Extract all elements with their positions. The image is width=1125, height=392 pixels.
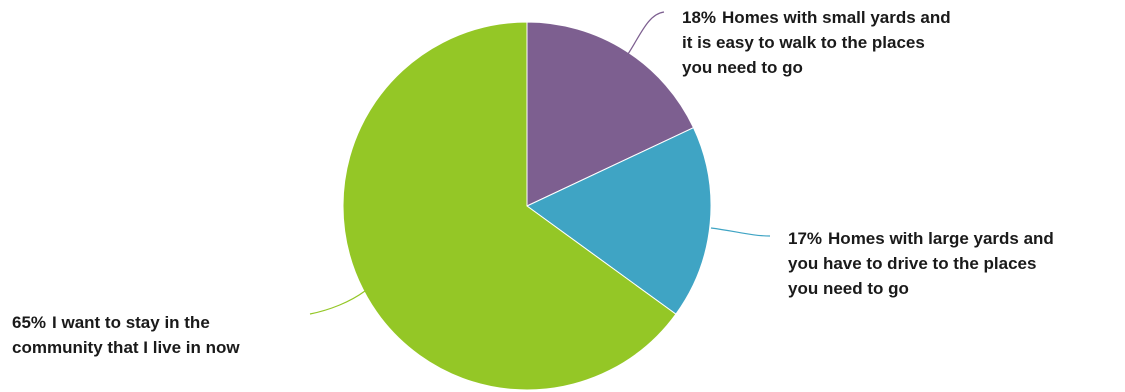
pie-slice-stay-in-community	[342, 21, 677, 391]
pie-slices	[342, 21, 712, 391]
slice-label-line: Homes with large yards and	[828, 229, 1054, 248]
slice-label-line: you need to go	[788, 279, 909, 298]
slice-label-line: it is easy to walk to the places	[682, 33, 925, 52]
slice-percent: 65%	[12, 313, 47, 332]
leader-line-stay-in-community	[309, 290, 366, 315]
slice-percent: 17%	[788, 229, 823, 248]
slice-label-small-yards: 18% Homes with small yards and it is easy…	[682, 5, 951, 80]
pie-slice-large-yards	[526, 126, 712, 315]
leader-line-small-yards	[627, 11, 665, 55]
slice-label-line: you have to drive to the places	[788, 254, 1037, 273]
slice-label-line: you need to go	[682, 58, 803, 77]
pie-slice-small-yards	[526, 21, 695, 207]
slice-label-large-yards: 17% Homes with large yards and you have t…	[788, 226, 1054, 301]
slice-label-stay-in-community: 65% I want to stay in the community that …	[12, 310, 240, 360]
slice-percent: 18%	[682, 8, 717, 27]
slice-label-line: community that I live in now	[12, 338, 240, 357]
leader-lines	[309, 11, 771, 315]
leader-line-large-yards	[710, 227, 771, 237]
slice-label-line: Homes with small yards and	[722, 8, 951, 27]
slice-label-line: I want to stay in the	[52, 313, 210, 332]
